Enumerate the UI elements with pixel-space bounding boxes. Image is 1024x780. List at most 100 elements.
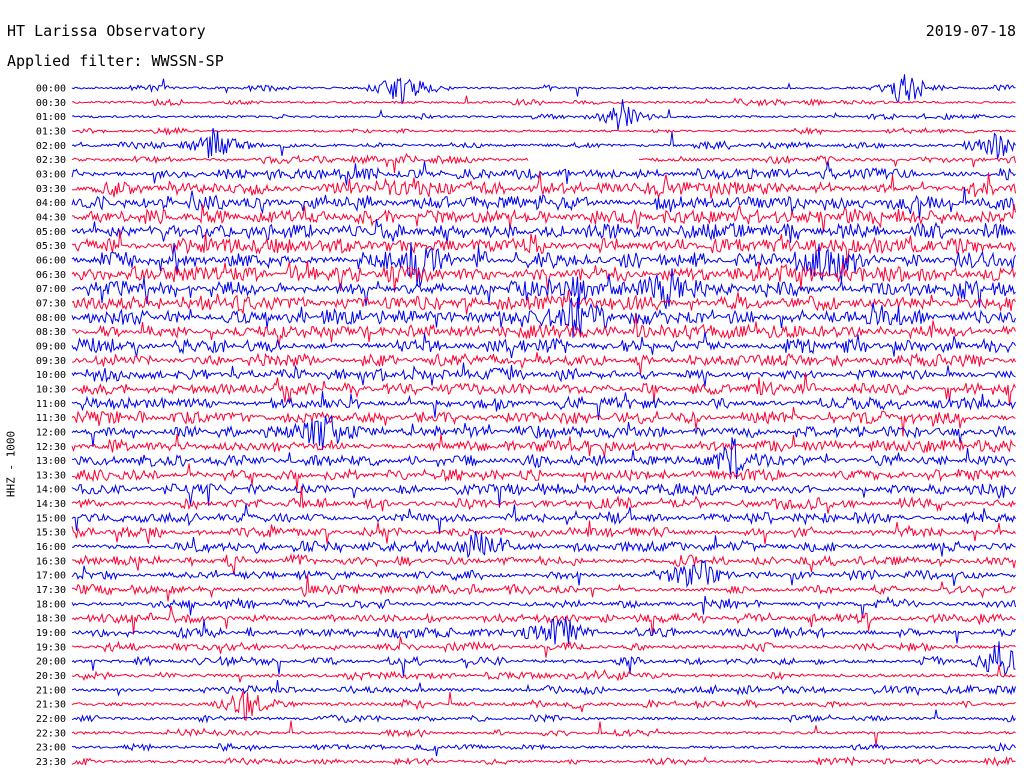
row-label-0830: 08:30 [36,327,66,338]
trace-0430 [71,204,1016,233]
trace-1900 [71,616,1016,645]
trace-1730 [71,574,1016,602]
row-label-0530: 05:30 [36,241,66,252]
row-label-0700: 07:00 [36,284,66,295]
row-label-0600: 06:00 [36,255,66,266]
row-label-1900: 19:00 [36,628,66,639]
chart-title: HT Larissa Observatory [7,22,206,40]
row-label-1030: 10:30 [36,384,66,395]
trace-0200 [71,127,1016,159]
trace-1100 [71,391,1016,421]
row-label-0130: 01:30 [36,126,66,137]
row-label-1600: 16:00 [36,542,66,553]
chart-date: 2019-07-18 [925,22,1016,40]
trace-1530 [71,520,1016,545]
row-label-2100: 21:00 [36,685,66,696]
trace-2130 [71,691,1016,722]
trace-2200 [71,709,1016,724]
row-label-0400: 04:00 [36,198,66,209]
trace-0030 [72,95,1016,108]
trace-0600 [71,242,1016,287]
trace-0630 [71,260,1016,293]
trace-0700 [71,268,1016,310]
trace-2100 [71,680,1016,697]
trace-1500 [71,503,1016,533]
trace-0500 [71,219,1016,244]
row-label-0500: 05:00 [36,227,66,238]
row-label-0730: 07:30 [36,298,66,309]
row-label-1100: 11:00 [36,399,66,410]
trace-1700 [71,559,1016,588]
trace-1800 [71,595,1016,619]
row-label-1630: 16:30 [36,556,66,567]
row-label-2030: 20:30 [36,671,66,682]
row-label-0800: 08:00 [36,313,66,324]
trace-1230 [71,433,1016,458]
row-label-0430: 04:30 [36,212,66,223]
row-label-2000: 20:00 [36,657,66,668]
row-label-0900: 09:00 [36,341,66,352]
trace-1600 [71,531,1016,559]
trace-1130 [71,406,1016,437]
trace-0530 [71,229,1016,264]
row-label-1700: 17:00 [36,571,66,582]
trace-2030 [71,664,1016,683]
row-label-0100: 01:00 [36,112,66,123]
row-label-1200: 12:00 [36,427,66,438]
row-label-0300: 03:00 [36,169,66,180]
trace-0730 [71,289,1016,315]
trace-1000 [71,362,1016,387]
trace-0900 [71,331,1016,359]
trace-1830 [71,606,1016,636]
tick-label-group: 00:00 00:30 01:00 01:30 02:00 02:30 03:00 03:30… [36,84,66,769]
row-label-1730: 17:30 [36,585,66,596]
trace-0930 [71,352,1016,374]
trace-0800 [71,297,1016,338]
trace-0300 [71,161,1016,186]
row-label-1300: 13:00 [36,456,66,467]
trace-1930 [71,636,1016,658]
row-label-2230: 22:30 [36,728,66,739]
trace-0130 [71,126,1016,136]
trace-0330 [71,172,1016,200]
row-label-0630: 06:30 [36,270,66,281]
trace-1430 [71,486,1016,514]
row-label-1230: 12:30 [36,442,66,453]
row-label-0930: 09:30 [36,356,66,367]
trace-2330 [71,755,1016,767]
row-label-1830: 18:30 [36,614,66,625]
row-label-1330: 13:30 [36,470,66,481]
row-label-0200: 02:00 [36,141,66,152]
row-label-0330: 03:30 [36,184,66,195]
trace-1630 [71,553,1016,576]
row-label-2200: 22:00 [36,714,66,725]
row-label-2330: 23:30 [36,757,66,768]
trace-2230 [71,720,1016,747]
trace-0000 [71,74,1016,105]
trace-group [71,74,1016,767]
trace-0100 [71,99,1016,131]
row-label-1500: 15:00 [36,513,66,524]
trace-0400 [71,187,1016,220]
row-label-2130: 21:30 [36,700,66,711]
trace-0830 [71,314,1016,347]
row-label-1930: 19:30 [36,642,66,653]
row-label-1000: 10:00 [36,370,66,381]
filter-label: Applied filter: WWSSN-SP [7,52,224,70]
row-label-1530: 15:30 [36,528,66,539]
row-label-2300: 23:00 [36,743,66,754]
row-label-0230: 02:30 [36,155,66,166]
row-label-1400: 14:00 [36,485,66,496]
trace-2300 [71,741,1016,757]
trace-1030 [71,372,1016,407]
row-label-1800: 18:00 [36,599,66,610]
trace-1300 [71,437,1016,480]
row-label-0000: 00:00 [36,84,66,95]
row-label-1130: 11:30 [36,413,66,424]
trace-1330 [71,463,1016,490]
trace-2000 [71,641,1016,677]
trace-1400 [71,482,1016,508]
row-label-0030: 00:30 [36,98,66,109]
row-label-1430: 14:30 [36,499,66,510]
